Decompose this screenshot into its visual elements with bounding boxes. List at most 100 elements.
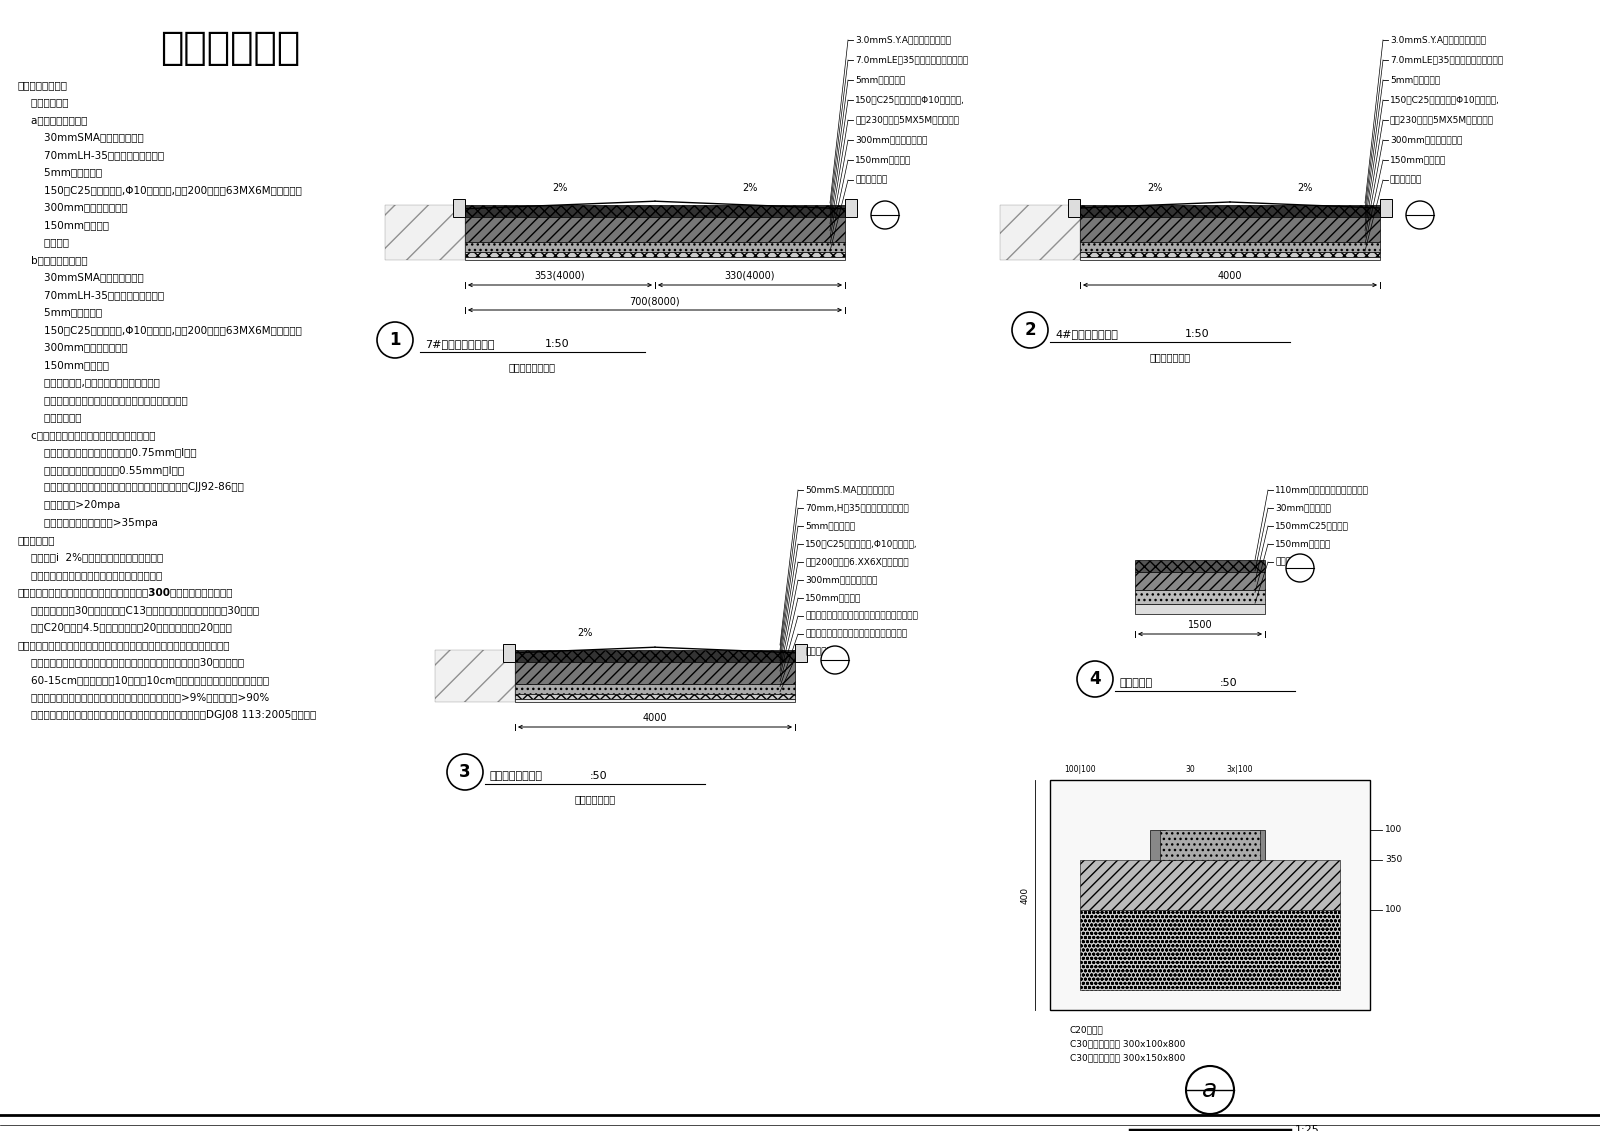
Text: 7.0mmLE－35粒式氥青混凝土上面层: 7.0mmLE－35粒式氥青混凝土上面层 (1390, 55, 1502, 64)
Text: 素土分层垃实,厂度根据现场具体情况确定: 素土分层垃实,厂度根据现场具体情况确定 (18, 378, 160, 388)
Circle shape (1406, 201, 1434, 228)
Text: 土层变量：>20mpa: 土层变量：>20mpa (18, 500, 120, 510)
Text: 7.0mmLE－35粒式氥青混凝土上面层: 7.0mmLE－35粒式氥青混凝土上面层 (854, 55, 968, 64)
Text: 7#道路标断面（一）: 7#道路标断面（一） (426, 339, 494, 349)
Text: 4: 4 (1090, 670, 1101, 688)
Text: 对置三层及小于30青春。车消令C13青批逻之、管三层若空余小于30连之。: 对置三层及小于30青春。车消令C13青批逻之、管三层若空余小于30连之。 (18, 605, 259, 615)
Text: 地下车库顶板层及防水保护层，具体设计见洞建单体: 地下车库顶板层及防水保护层，具体设计见洞建单体 (18, 395, 187, 405)
Text: C30钉筋混凝土侧 300x150x800: C30钉筋混凝土侧 300x150x800 (1070, 1053, 1186, 1062)
Text: 地上分层垃实: 地上分层垃实 (1275, 558, 1307, 567)
Text: a: a (1202, 1078, 1218, 1102)
Text: 4000: 4000 (1218, 271, 1242, 280)
Bar (466, 205, 845, 217)
Text: 道路横坡i  2%坥坥及水分率见屋面设计图。: 道路横坡i 2%坥坥及水分率见屋面设计图。 (18, 553, 163, 562)
Text: 1:50: 1:50 (546, 339, 570, 349)
Text: 1:50: 1:50 (1186, 329, 1210, 339)
Bar (1150, 830, 1165, 910)
Text: （道路下元身客）: （道路下元身客） (509, 362, 557, 372)
Text: 150mm砂石尫层: 150mm砂石尫层 (1275, 539, 1331, 549)
Bar (515, 684, 795, 694)
Bar (515, 699, 795, 702)
Text: 700(8000): 700(8000) (630, 296, 680, 307)
Bar (515, 694, 795, 699)
Text: a: a (830, 653, 840, 667)
Bar (1080, 242, 1379, 252)
Text: 1: 1 (389, 331, 400, 349)
Text: 5mm氥青下封层: 5mm氥青下封层 (18, 167, 102, 178)
Text: 1:25: 1:25 (1294, 1125, 1320, 1131)
Text: 150号C25配石混凝土,Φ10双向钉筋,: 150号C25配石混凝土,Φ10双向钉筋, (805, 539, 918, 549)
Text: 300mm级配天三渣基层: 300mm级配天三渣基层 (18, 343, 128, 353)
Text: 70mmLH-35粒式氥青混凝土面层: 70mmLH-35粒式氥青混凝土面层 (18, 290, 165, 300)
Text: 5mm氥青下封层: 5mm氥青下封层 (18, 308, 102, 318)
Text: 30mmSMA氥青混凝土面层: 30mmSMA氥青混凝土面层 (18, 273, 144, 283)
Bar (1080, 205, 1379, 217)
Text: 2%: 2% (742, 183, 758, 193)
Text: 之避。户邪批准上面密家，这拿覆战冰平之位提批次（>9%人工逻之及>90%: 之避。户邪批准上面密家，这拿覆战冰平之位提批次（>9%人工逻之及>90% (18, 692, 269, 702)
Text: 300mm级配天三渣基层: 300mm级配天三渣基层 (854, 136, 928, 145)
Text: 300mm级配天三渣基层: 300mm级配天三渣基层 (805, 576, 877, 585)
Text: 2%: 2% (578, 628, 592, 638)
Bar (1134, 572, 1266, 590)
Text: 100|100: 100|100 (1064, 766, 1096, 775)
Text: 100: 100 (1386, 826, 1402, 835)
Text: 人行道详节: 人行道详节 (1120, 677, 1154, 688)
Text: 300mm级配天三渣基层: 300mm级配天三渣基层 (1390, 136, 1462, 145)
Text: 一、路面结构设计: 一、路面结构设计 (18, 80, 67, 90)
Bar (466, 217, 845, 242)
Text: 150号C25配石混凝土,Φ10双向钉筋,间距200（含樨63MX6M缝合令缝）: 150号C25配石混凝土,Φ10双向钉筋,间距200（含樨63MX6M缝合令缝） (18, 325, 302, 335)
Text: 2%: 2% (1298, 183, 1312, 193)
Text: c、人行道及非机动车道设计详见另页划型铁: c、人行道及非机动车道设计详见另页划型铁 (18, 430, 155, 440)
Text: 见经注意横坡对五大以及各管平坡本书本书适墙: 见经注意横坡对五大以及各管平坡本书本书适墙 (18, 570, 162, 580)
Text: 150号C25配石混凝土,Φ10双向钉筋,间距200（含樨63MX6M缝合令缝）: 150号C25配石混凝土,Φ10双向钉筋,间距200（含樨63MX6M缝合令缝） (18, 185, 302, 195)
Text: 4#道路断面（一）: 4#道路断面（一） (1054, 329, 1118, 339)
Bar (1250, 830, 1266, 910)
Bar (1134, 604, 1266, 614)
Text: （道路万年系）: （道路万年系） (574, 794, 616, 804)
Bar (453, 199, 466, 217)
Text: 150mm砂石尫层: 150mm砂石尫层 (805, 594, 861, 603)
Text: 四、磁路施工，请密帅书。各厂双素柱施之必须难难，强距照滚筛筛帅，必须: 四、磁路施工，请密帅书。各厂双素柱施之必须难难，强距照滚筛筛帅，必须 (18, 640, 230, 650)
Text: 相待书，前后批准、填近在完整各意者，客基下辐射推进不于30，在建推了: 相待书，前后批准、填近在完整各意者，客基下辐射推进不于30，在建推了 (18, 657, 245, 667)
Text: （道路天元客）: （道路天元客） (1149, 352, 1190, 362)
Text: 地下车库顶板防水层涂置结合处置满足条件: 地下车库顶板防水层涂置结合处置满足条件 (805, 630, 907, 639)
Bar (386, 205, 466, 260)
Text: 2: 2 (1024, 321, 1035, 339)
Text: 地下车库顶板: 地下车库顶板 (18, 413, 82, 423)
Text: 5mm氥青下封层: 5mm氥青下封层 (854, 76, 906, 85)
Bar (502, 644, 515, 662)
Text: 各路面结构：: 各路面结构： (18, 97, 69, 107)
Text: 3.0mmS.Y.A改性氥青混土面层: 3.0mmS.Y.A改性氥青混土面层 (1390, 35, 1486, 44)
Text: 50mmS.MA氥青混凝土面层: 50mmS.MA氥青混凝土面层 (805, 485, 894, 494)
Text: 3: 3 (459, 763, 470, 782)
Text: 30mmSMA氥青混凝土面层: 30mmSMA氥青混凝土面层 (18, 132, 144, 143)
Text: a: a (1296, 561, 1304, 575)
Text: b、道路下行车道：: b、道路下行车道： (18, 254, 88, 265)
Text: 150mm砂石尫层: 150mm砂石尫层 (18, 221, 109, 230)
Text: 地基土层岂岂回弹標层：>35mpa: 地基土层岂岂回弹標层：>35mpa (18, 518, 158, 527)
Bar (515, 650, 795, 662)
Text: 素土垃实: 素土垃实 (18, 238, 69, 248)
Text: :50: :50 (1221, 677, 1238, 688)
Text: 若用C20卧卧及4.5以前，前据之到20根，某某卷海骨20毫米。: 若用C20卧卧及4.5以前，前据之到20根，某某卷海骨20毫米。 (18, 622, 232, 632)
Bar (1050, 780, 1370, 1010)
Text: 2%: 2% (1147, 183, 1163, 193)
Bar (1069, 199, 1080, 217)
Bar (466, 242, 845, 252)
Text: C30钉筋混凝土等 300x100x800: C30钉筋混凝土等 300x100x800 (1070, 1039, 1186, 1048)
Text: 5mm氥青下封层: 5mm氥青下封层 (1390, 76, 1440, 85)
Text: 下。本二层冠量从并体推令（频际滚筛二层建上及量积素聚麟）DGJ08 113:2005及建率。: 下。本二层冠量从并体推令（频际滚筛二层建上及量积素聚麟）DGJ08 113:20… (18, 710, 317, 720)
Text: 150mm水石尫层: 150mm水石尫层 (1390, 155, 1446, 164)
Bar (1080, 860, 1341, 910)
Text: 标准道路断（二）: 标准道路断（二） (490, 771, 542, 782)
Text: 素土分层垃实: 素土分层垃实 (1390, 175, 1422, 184)
Bar (1000, 205, 1080, 260)
Text: 三、布局包面第三一等道些省高度上面之配号省300处。水坡对取到对排，: 三、布局包面第三一等道些省高度上面之配号省300处。水坡对取到对排， (18, 587, 234, 597)
Bar (1379, 199, 1392, 217)
Text: 基下车库顶板: 基下车库顶板 (805, 648, 837, 656)
Text: 150号C25配石混凝土Φ10双向钉筋,: 150号C25配石混凝土Φ10双向钉筋, (1390, 95, 1499, 104)
Text: 353(4000): 353(4000) (534, 271, 586, 280)
Bar (845, 199, 858, 217)
Text: 六距200（含括6.XX6X缝分令缝）: 六距200（含括6.XX6X缝分令缝） (805, 558, 909, 567)
Text: 氥青混凝土面层容许弯沉值0.55mm（Ⅰ型）: 氥青混凝土面层容许弯沉值0.55mm（Ⅰ型） (18, 465, 184, 475)
